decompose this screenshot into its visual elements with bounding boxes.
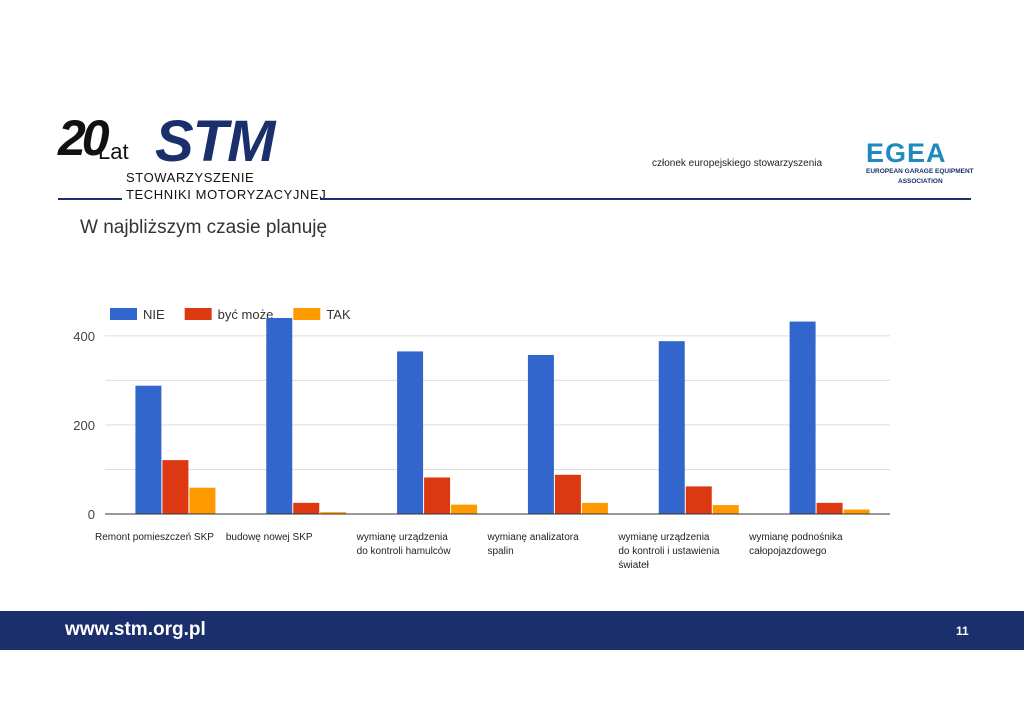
y-tick-label: 200 (73, 418, 95, 433)
bar (789, 321, 816, 514)
egea-mark: EGEA (866, 138, 947, 168)
x-tick-label: do kontroli hamulców (357, 546, 452, 557)
egea-subtitle-line2: ASSOCIATION (898, 178, 943, 185)
x-tick-label: wymianę urządzenia (356, 532, 449, 543)
bar (581, 502, 608, 514)
y-tick-label: 400 (73, 329, 95, 344)
bar (816, 502, 843, 514)
bar (189, 487, 216, 514)
x-tick-label: do kontroli i ustawienia (618, 546, 720, 557)
egea-logo: EGEA EUROPEAN GARAGE EQUIPMENT ASSOCIATI… (866, 138, 976, 190)
x-tick-label: budowę nowej SKP (226, 532, 313, 543)
bar (554, 474, 581, 514)
bar (135, 385, 162, 514)
stm-logo: 20 Lat STM STOWARZYSZENIE TECHNIKI MOTOR… (58, 109, 326, 205)
bar-chart: 0 200 400 NIE być może TAK Remont pomieszczeń … (73, 307, 890, 571)
x-tick-label: wymianę urządzenia (617, 532, 710, 543)
header-rule-right (320, 198, 971, 200)
org-name-line1: STOWARZYSZENIE (126, 170, 255, 185)
logo-20-years: 20 (58, 110, 110, 166)
x-tick-label: spalin (488, 546, 514, 557)
x-tick-label: wymianę podnośnika (748, 532, 843, 543)
bar (162, 460, 189, 514)
legend-label: NIE (143, 307, 165, 322)
legend-swatch (184, 308, 212, 320)
header-rule-left (58, 198, 122, 200)
org-name-line2: TECHNIKI MOTORYZACYJNEJ (126, 187, 327, 202)
bar (658, 341, 685, 514)
x-tick-label: całopojazdowego (749, 546, 827, 557)
bar (397, 351, 424, 514)
x-tick-label: Remont pomieszczeń SKP (95, 532, 214, 543)
x-tick-label: świateł (618, 560, 649, 571)
legend-swatch (110, 308, 137, 320)
egea-subtitle-line1: EUROPEAN GARAGE EQUIPMENT (866, 168, 974, 175)
page-number: 11 (956, 624, 969, 638)
logo-lat-text: Lat (98, 139, 129, 164)
legend-label: być może (218, 307, 274, 322)
logo-stm-mark: STM (155, 109, 275, 174)
bar (685, 486, 712, 514)
y-tick-label: 0 (88, 507, 95, 522)
bar (266, 318, 293, 514)
bar (293, 502, 320, 514)
bar (527, 354, 554, 514)
member-text: członek europejskiego stowarzyszenia (652, 158, 823, 169)
bar (843, 509, 870, 514)
bar (712, 505, 739, 514)
slide-title: W najbliższym czasie planuję (80, 217, 328, 238)
bar (424, 477, 451, 514)
bar (320, 512, 347, 514)
footer-bar: www.stm.org.pl 11 (0, 611, 1024, 650)
footer-url: www.stm.org.pl (65, 619, 206, 640)
x-tick-label: wymianę analizatora (487, 532, 580, 543)
legend-swatch (293, 308, 321, 320)
bar (451, 504, 478, 514)
legend-label: TAK (326, 307, 351, 322)
